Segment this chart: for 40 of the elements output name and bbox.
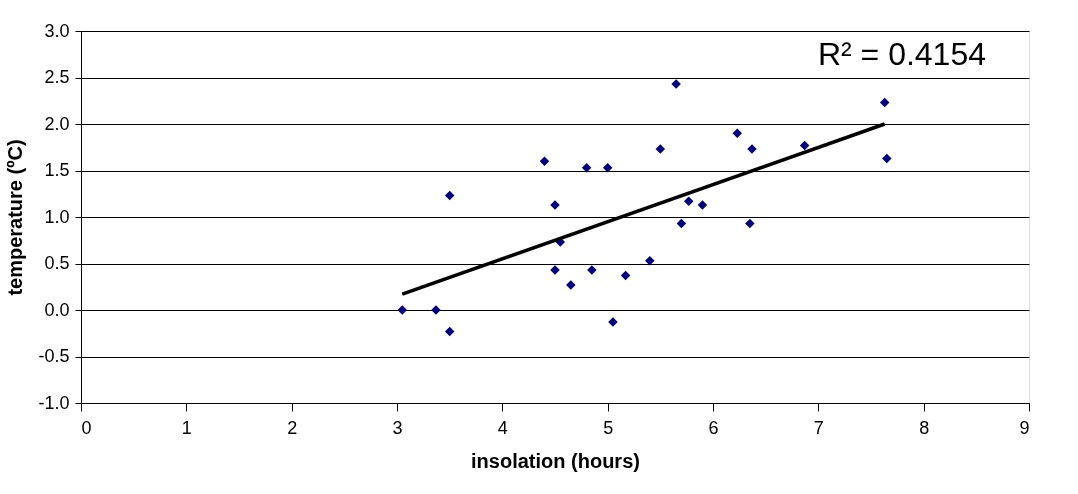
point bbox=[620, 270, 631, 281]
point bbox=[799, 140, 810, 151]
point bbox=[566, 280, 576, 290]
x-tick-label: 8 bbox=[919, 417, 930, 438]
y-tick-label: -0.5 bbox=[38, 346, 70, 366]
point bbox=[745, 218, 755, 229]
y-tick-label: 0.5 bbox=[44, 253, 70, 273]
y-axis-title: temperature (ºC) bbox=[4, 139, 27, 296]
point bbox=[655, 144, 666, 154]
y-tick-label: -1.0 bbox=[38, 392, 70, 413]
x-axis-title: insolation (hours) bbox=[471, 449, 640, 472]
y-tick-label: 2.0 bbox=[44, 113, 70, 134]
point bbox=[697, 200, 708, 210]
y-tick-label: 1.0 bbox=[44, 206, 70, 227]
point bbox=[645, 255, 655, 266]
x-tick-label: 9 bbox=[1019, 417, 1030, 438]
point bbox=[602, 162, 613, 173]
x-tick-label: 0 bbox=[81, 417, 92, 438]
y-tick-label: 3.0 bbox=[44, 20, 70, 41]
y-tick-label: 0.0 bbox=[44, 299, 70, 320]
point bbox=[732, 128, 742, 139]
y-tick-label: 2.5 bbox=[44, 67, 70, 87]
point bbox=[676, 218, 687, 229]
point bbox=[397, 305, 408, 315]
point bbox=[444, 190, 455, 201]
point bbox=[879, 97, 890, 108]
point bbox=[444, 326, 455, 337]
x-tick-label: 1 bbox=[181, 417, 192, 438]
annotation: R² = 0.4154 bbox=[817, 36, 986, 72]
point bbox=[684, 196, 694, 206]
x-tick-label: 6 bbox=[708, 417, 719, 438]
x-tick-label: 4 bbox=[497, 417, 508, 438]
x-tick-label: 5 bbox=[603, 417, 614, 438]
x-tick-label: 3 bbox=[392, 417, 403, 438]
point bbox=[539, 156, 550, 166]
point bbox=[581, 162, 592, 173]
y-tick-label: 1.5 bbox=[44, 160, 70, 180]
x-tick-label: 7 bbox=[813, 417, 824, 438]
point bbox=[882, 153, 892, 164]
x-tick-label: 2 bbox=[287, 417, 298, 438]
